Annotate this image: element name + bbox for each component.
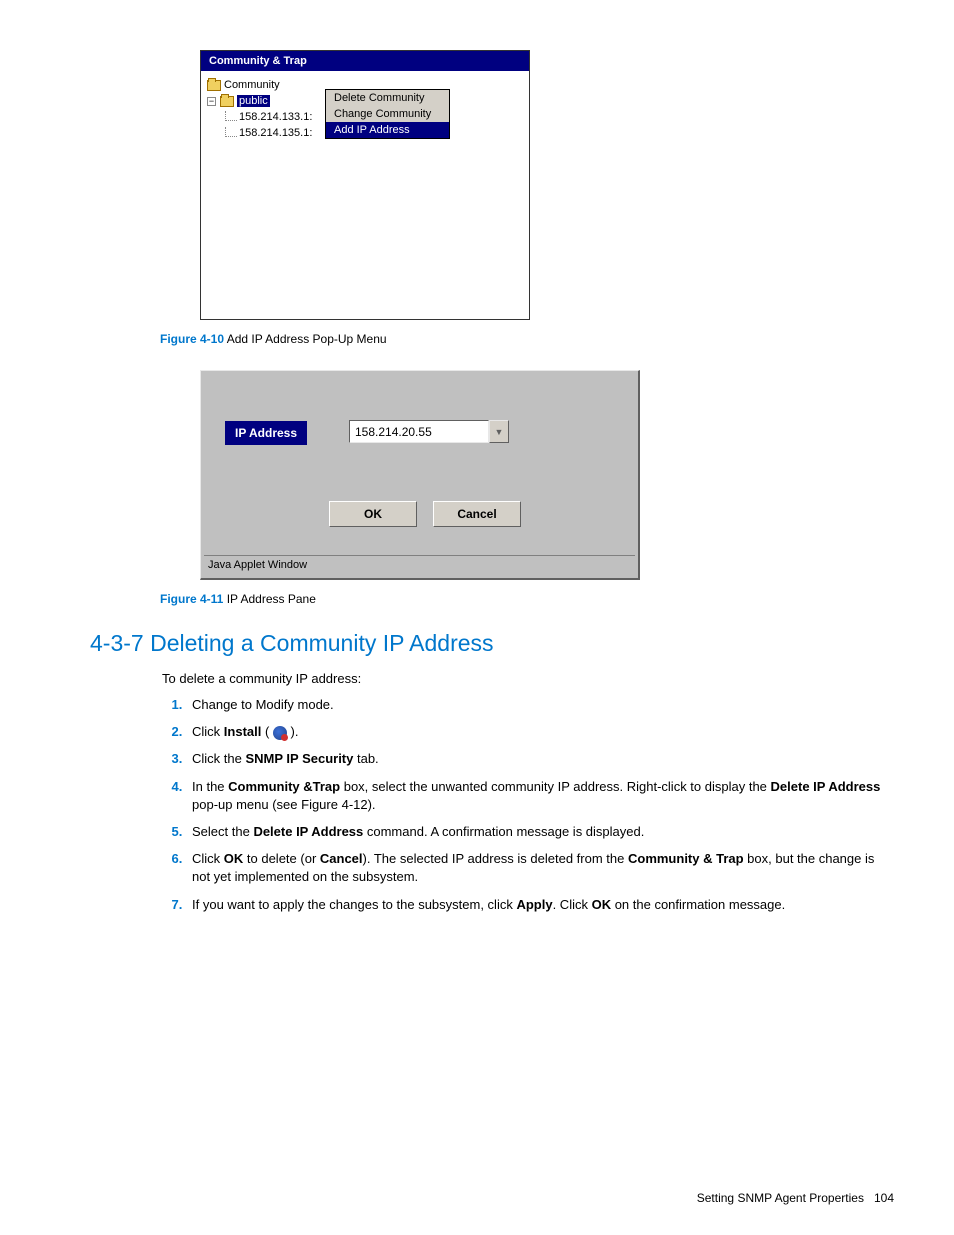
caption-text: IP Address Pane xyxy=(223,592,316,606)
install-icon xyxy=(273,726,287,740)
step-2: Click Install ( ). xyxy=(186,723,894,741)
ip-address-pane: IP Address ▼ OK Cancel Java Applet Windo… xyxy=(200,370,640,580)
step-text: ( xyxy=(261,724,273,739)
step-text: pop-up menu (see Figure 4-12). xyxy=(192,797,376,812)
step-1: Change to Modify mode. xyxy=(186,696,894,714)
figure-4-11-caption: Figure 4-11 IP Address Pane xyxy=(160,592,894,606)
folder-icon xyxy=(207,80,221,91)
step-text: tab. xyxy=(353,751,378,766)
community-tree: Community − public 158.214.133.1: 158.21… xyxy=(201,71,529,147)
step-5: Select the Delete IP Address command. A … xyxy=(186,823,894,841)
tree-ip-label: 158.214.133.1: xyxy=(239,111,312,123)
step-text: Click xyxy=(192,851,224,866)
context-menu: Delete Community Change Community Add IP… xyxy=(325,89,450,139)
figure-4-10: Community & Trap Community − public 158.… xyxy=(200,50,894,320)
step-bold: Community & Trap xyxy=(628,851,744,866)
step-text: ). xyxy=(287,724,299,739)
panel-header: Community & Trap xyxy=(201,51,529,71)
step-bold: SNMP IP Security xyxy=(245,751,353,766)
page-footer: Setting SNMP Agent Properties 104 xyxy=(0,1191,954,1205)
step-3: Click the SNMP IP Security tab. xyxy=(186,750,894,768)
step-text: Select the xyxy=(192,824,253,839)
step-bold: Community &Trap xyxy=(228,779,340,794)
ip-address-field: ▼ xyxy=(349,420,509,443)
step-6: Click OK to delete (or Cancel). The sele… xyxy=(186,850,894,886)
ok-button[interactable]: OK xyxy=(329,501,417,527)
step-text: box, select the unwanted community IP ad… xyxy=(340,779,770,794)
step-text: to delete (or xyxy=(243,851,320,866)
section-heading: 4-3-7 Deleting a Community IP Address xyxy=(90,630,894,657)
status-bar: Java Applet Window xyxy=(204,555,635,575)
footer-text: Setting SNMP Agent Properties xyxy=(697,1191,864,1205)
caption-label: Figure 4-11 xyxy=(160,592,223,606)
step-text: command. A confirmation message is displ… xyxy=(363,824,644,839)
cancel-button[interactable]: Cancel xyxy=(433,501,521,527)
step-bold: OK xyxy=(224,851,244,866)
step-text: ). The selected IP address is deleted fr… xyxy=(363,851,628,866)
ip-address-label: IP Address xyxy=(225,421,307,445)
collapse-icon[interactable]: − xyxy=(207,97,216,106)
step-text: If you want to apply the changes to the … xyxy=(192,897,516,912)
step-text: Click the xyxy=(192,751,245,766)
dropdown-icon[interactable]: ▼ xyxy=(489,420,509,443)
figure-4-11: IP Address ▼ OK Cancel Java Applet Windo… xyxy=(200,370,894,580)
section-intro: To delete a community IP address: xyxy=(162,671,894,686)
step-bold: Apply xyxy=(516,897,552,912)
steps-list: Change to Modify mode. Click Install ( )… xyxy=(162,696,894,914)
community-trap-panel: Community & Trap Community − public 158.… xyxy=(200,50,530,320)
step-bold: Cancel xyxy=(320,851,363,866)
folder-icon xyxy=(220,96,234,107)
tree-node-label: public xyxy=(237,95,270,107)
tree-root-label: Community xyxy=(224,79,280,91)
step-4: In the Community &Trap box, select the u… xyxy=(186,778,894,814)
step-text: In the xyxy=(192,779,228,794)
tree-ip-label: 158.214.135.1: xyxy=(239,127,312,139)
menu-delete-community[interactable]: Delete Community xyxy=(326,90,449,106)
step-text: Change to Modify mode. xyxy=(192,697,334,712)
menu-change-community[interactable]: Change Community xyxy=(326,106,449,122)
step-text: Click xyxy=(192,724,224,739)
step-bold: Delete IP Address xyxy=(253,824,363,839)
caption-text: Add IP Address Pop-Up Menu xyxy=(224,332,387,346)
step-bold: OK xyxy=(592,897,612,912)
step-bold: Delete IP Address xyxy=(771,779,881,794)
caption-label: Figure 4-10 xyxy=(160,332,224,346)
step-7: If you want to apply the changes to the … xyxy=(186,896,894,914)
footer-page: 104 xyxy=(874,1191,894,1205)
step-bold: Install xyxy=(224,724,262,739)
menu-add-ip[interactable]: Add IP Address xyxy=(326,122,449,138)
step-text: on the confirmation message. xyxy=(611,897,785,912)
ip-address-input[interactable] xyxy=(349,420,489,443)
step-text: . Click xyxy=(553,897,592,912)
figure-4-10-caption: Figure 4-10 Add IP Address Pop-Up Menu xyxy=(160,332,894,346)
